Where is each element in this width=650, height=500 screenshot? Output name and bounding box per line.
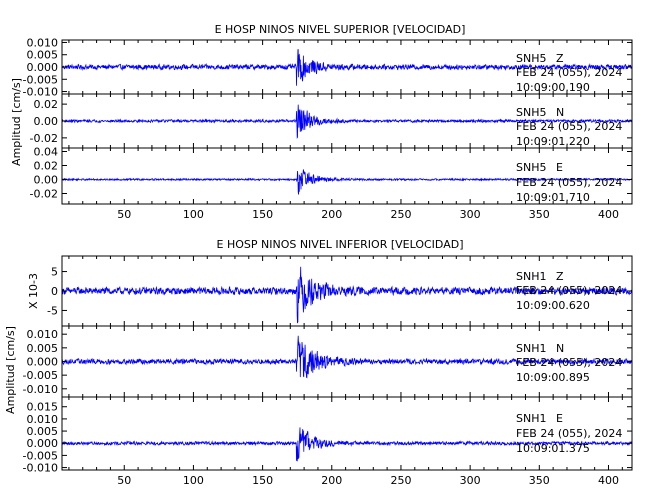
trace-station: SNH5 [516,106,546,119]
trace-panel: SNH5 E FEB 24 (055), 2024 10:09:01.710 0… [30,146,633,205]
x-tick-label: 150 [252,208,273,221]
y-tick-label: -0.005 [23,73,58,86]
y-tick-label: 0.000 [27,61,59,74]
chart-inferior: E HOSP NINOS NIVEL INFERIOR [VELOCIDAD] … [4,238,633,487]
x-tick-label: 50 [117,474,131,487]
y-tick-label: -0.02 [30,188,58,201]
y-tick-label: 0.005 [27,342,59,355]
y-tick-label: 0.015 [27,401,59,414]
y-tick-label: 0.000 [27,356,59,369]
chart-superior: E HOSP NINOS NIVEL SUPERIOR [VELOCIDAD] … [10,23,633,221]
trace-time: 10:09:01.220 [516,135,590,148]
waveform-trace [61,427,633,462]
trace-component: N [556,342,564,355]
x-tick-label: 300 [460,474,481,487]
trace-station: SNH5 [516,161,546,174]
y-tick-label: 0.000 [27,437,59,450]
waveform-trace [61,169,633,195]
trace-time: 10:09:00.895 [516,371,590,384]
trace-time: 10:09:00.190 [516,81,590,94]
x-tick-label: 150 [252,474,273,487]
y-tick-label: -0.010 [23,462,58,475]
waveform-trace [61,49,633,86]
trace-date: FEB 24 (055), 2024 [516,356,622,369]
x-tick-label: 200 [321,474,342,487]
y-tick-label: -0.02 [30,132,58,145]
trace-time: 10:09:01.710 [516,191,590,204]
trace-date: FEB 24 (055), 2024 [516,120,622,133]
x-tick-label: 100 [183,208,204,221]
y-tick-label: 0.010 [27,413,59,426]
x-tick-label: 100 [183,474,204,487]
y-tick-label: -0.005 [23,449,58,462]
y-tick-label: 0.00 [34,174,59,187]
y-tick-label: 0.005 [27,425,59,438]
y-axis-multiplier: X 10-3 [27,273,40,309]
trace-panel: SNH1 Z FEB 24 (055), 2024 10:09:00.620 5… [47,255,633,327]
x-tick-label: 350 [529,208,550,221]
trace-station: SNH1 [516,342,546,355]
trace-date: FEB 24 (055), 2024 [516,176,622,189]
trace-date: FEB 24 (055), 2024 [516,284,622,297]
y-tick-label: -0.010 [23,383,58,396]
trace-component: E [556,412,563,425]
panel-frame [61,147,633,205]
y-tick-label: 0 [51,285,58,298]
y-tick-label: 5 [51,266,58,279]
x-tick-label: 300 [460,208,481,221]
trace-component: Z [556,270,564,283]
y-tick-label: -0.010 [23,86,58,99]
y-tick-label: 0.04 [34,146,59,159]
trace-station: SNH5 [516,52,546,65]
chart-title: E HOSP NINOS NIVEL SUPERIOR [VELOCIDAD] [215,23,466,36]
waveform-trace [61,335,633,379]
waveform-trace [61,266,633,324]
x-tick-label: 400 [598,208,619,221]
trace-date: FEB 24 (055), 2024 [516,427,622,440]
y-tick-label: -0.005 [23,369,58,382]
trace-panel: SNH5 Z FEB 24 (055), 2024 10:09:00.190 0… [23,36,633,99]
x-tick-label: 50 [117,208,131,221]
y-axis-label: Amplitud [cm/s] [10,78,23,166]
panel-frame [61,396,633,471]
trace-component: Z [556,52,564,65]
waveform-trace [61,104,633,139]
y-tick-label: 0.00 [34,115,59,128]
x-tick-label: 200 [321,208,342,221]
x-tick-label: 250 [390,208,411,221]
y-axis-label: Amplitud [cm/s] [4,326,17,414]
trace-panel: SNH1 N FEB 24 (055), 2024 10:09:00.895 0… [23,325,633,398]
trace-date: FEB 24 (055), 2024 [516,66,622,79]
trace-component: N [556,106,564,119]
trace-time: 10:09:00.620 [516,299,590,312]
x-tick-label: 250 [390,474,411,487]
x-tick-label: 350 [529,474,550,487]
trace-component: E [556,161,563,174]
x-tick-label: 400 [598,474,619,487]
y-tick-label: 0.02 [34,98,59,111]
trace-panel: SNH5 N FEB 24 (055), 2024 10:09:01.220 0… [30,93,633,149]
y-tick-label: -5 [47,304,58,317]
trace-panel: SNH1 E FEB 24 (055), 2024 10:09:01.375 0… [23,396,633,475]
y-tick-label: 0.010 [27,36,59,49]
trace-station: SNH1 [516,270,546,283]
trace-station: SNH1 [516,412,546,425]
chart-title: E HOSP NINOS NIVEL INFERIOR [VELOCIDAD] [217,238,464,251]
trace-time: 10:09:01.375 [516,442,590,455]
y-tick-label: 0.010 [27,328,59,341]
y-tick-label: 0.005 [27,49,59,62]
y-tick-label: 0.02 [34,160,59,173]
